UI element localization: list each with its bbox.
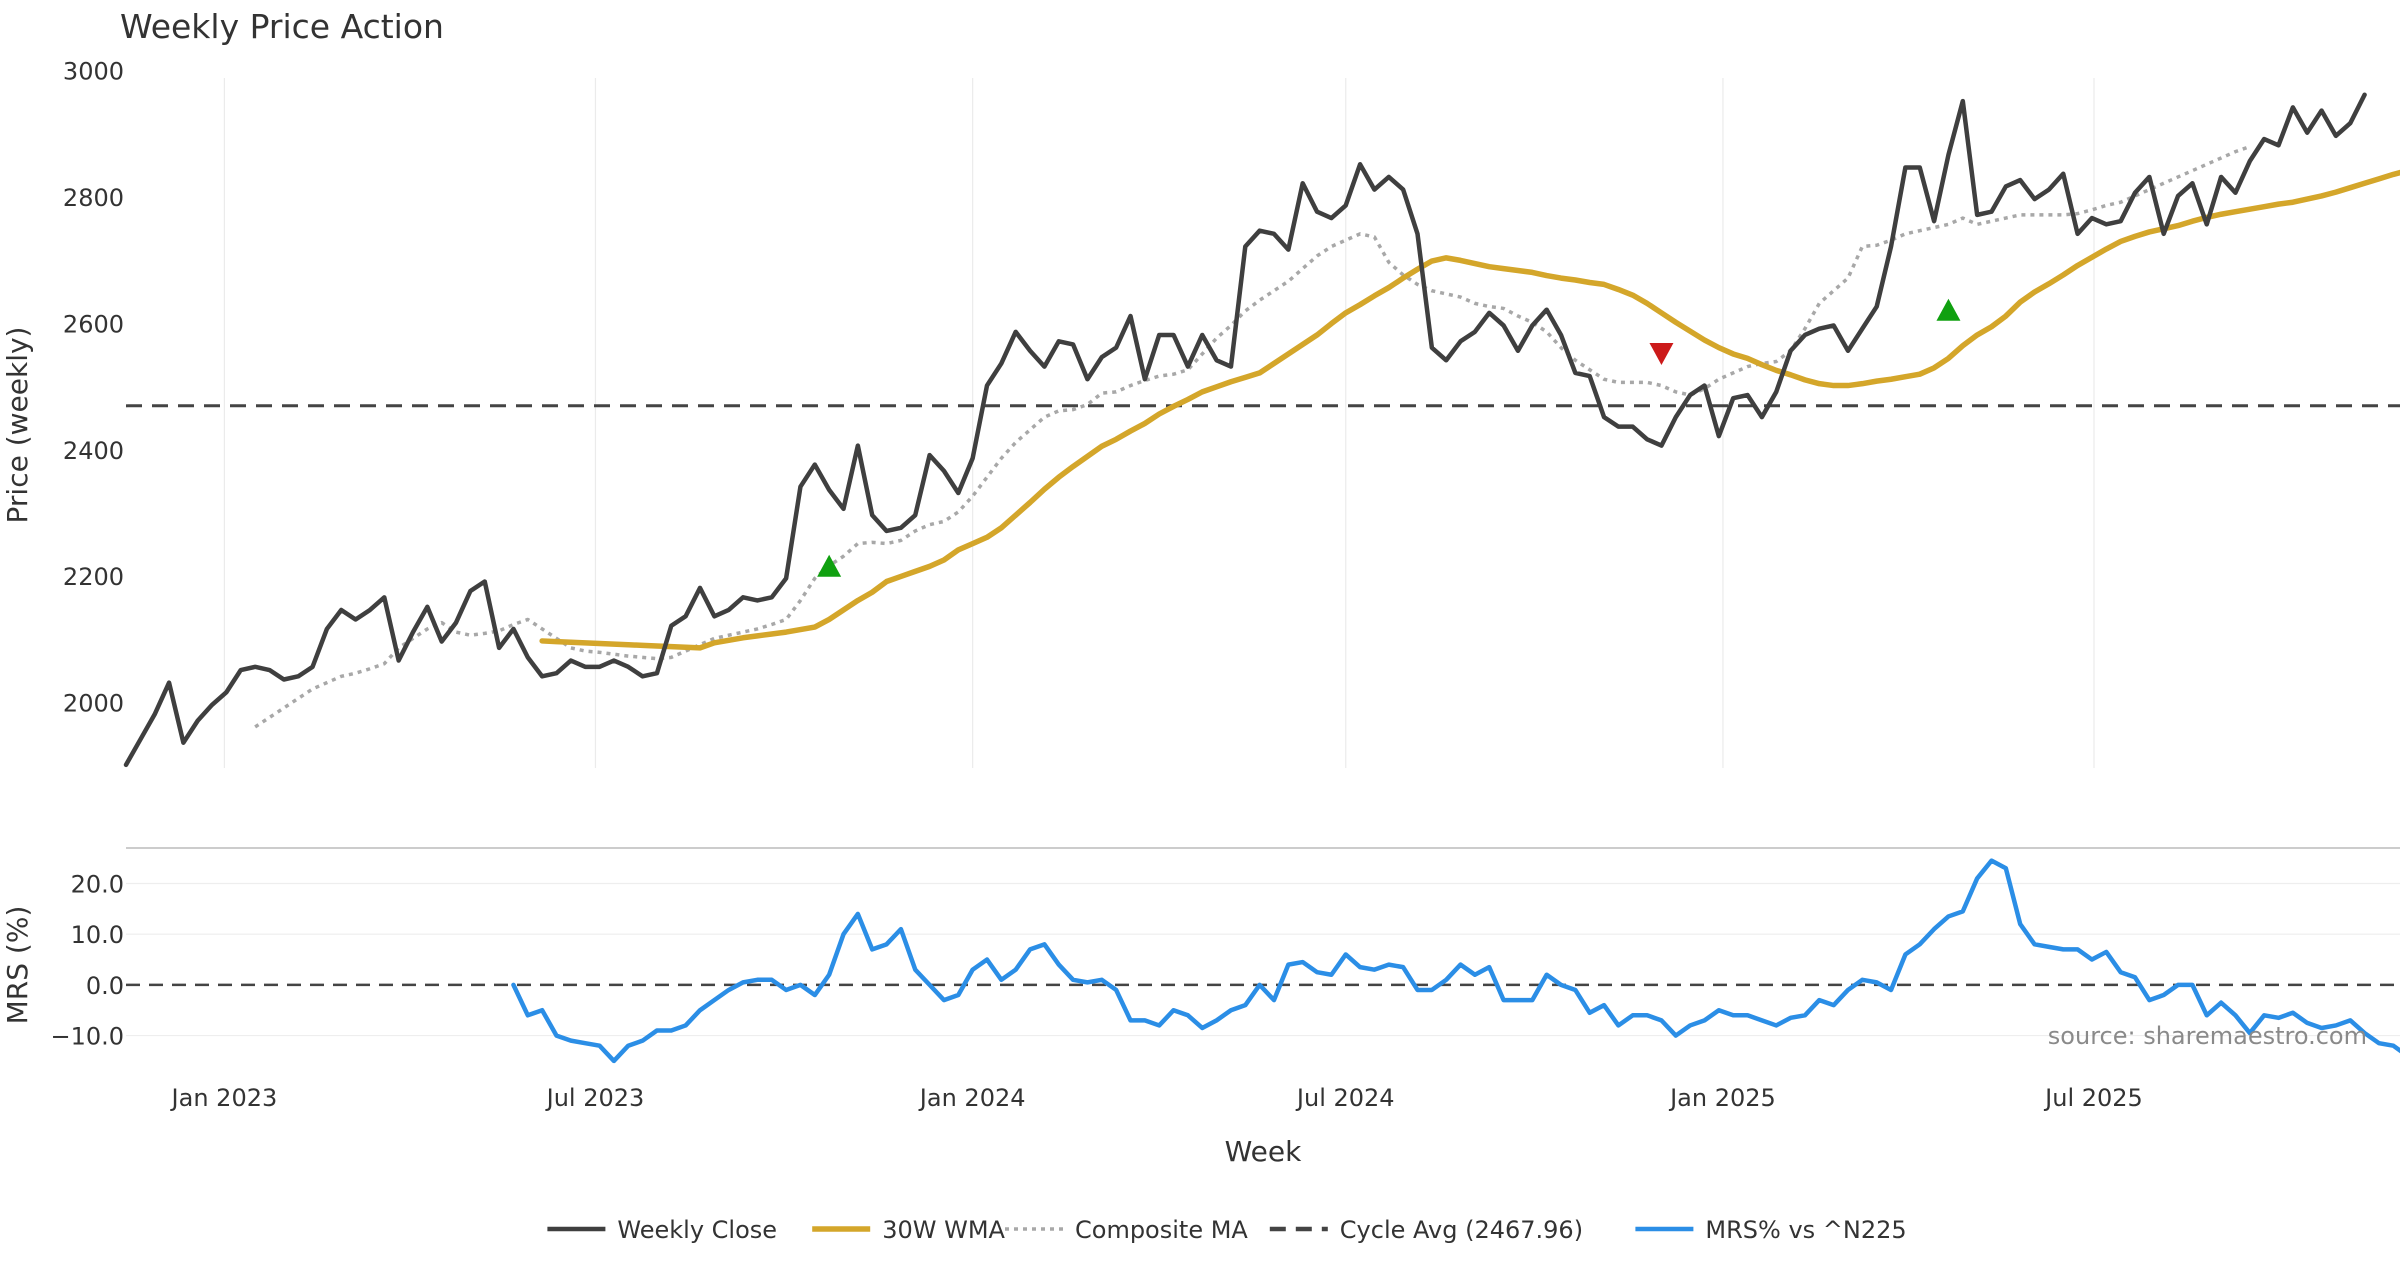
price-y-tick-label: 2400	[63, 437, 124, 465]
chart-title: Weekly Price Action	[120, 7, 444, 46]
mrs-y-tick-label: 10.0	[71, 921, 124, 949]
legend-label-mrs: MRS% vs ^N225	[1705, 1216, 1906, 1244]
mrs-y-tick-label: 0.0	[86, 972, 124, 1000]
source-note: source: sharemaestro.com	[2048, 1022, 2367, 1050]
mrs-y-tick-label: −10.0	[50, 1023, 124, 1051]
mrs-panel: −10.0 0.0 10.0 20.0 Jan 2023 Jul 2023 Jan 2024…	[50, 847, 2400, 1112]
x-tick-label: Jul 2024	[1295, 1084, 1395, 1112]
price-y-tick-label: 2600	[63, 310, 124, 338]
price-y-tick-label: 2000	[63, 690, 124, 718]
x-tick-label: Jul 2025	[2043, 1084, 2143, 1112]
price-y-axis-label: Price (weekly)	[1, 327, 34, 524]
legend: Weekly Close 30W WMA Composite MA Cycle Avg…	[547, 1216, 1907, 1244]
price-y-tick-label: 3000	[63, 57, 124, 85]
mrs-line	[511, 858, 2400, 1064]
legend-label-wma: 30W WMA	[882, 1216, 1005, 1244]
x-tick-label: Jan 2025	[1668, 1084, 1776, 1112]
price-y-tick-label: 2200	[63, 563, 124, 591]
price-panel: 2000 2200 2400 2600 2800 3000	[63, 57, 2400, 768]
x-tick-label: Jan 2024	[918, 1084, 1026, 1112]
legend-label-cycle: Cycle Avg (2467.96)	[1340, 1216, 1583, 1244]
x-axis-label: Week	[1225, 1135, 1302, 1168]
mrs-y-axis-label: MRS (%)	[1, 906, 34, 1025]
weekly-close-line	[123, 92, 2367, 768]
sell-signal-marker	[1649, 342, 1674, 365]
x-tick-label: Jan 2023	[170, 1084, 278, 1112]
buy-signal-marker	[817, 554, 842, 577]
legend-label-composite: Composite MA	[1075, 1216, 1248, 1244]
x-tick-label: Jul 2023	[545, 1084, 645, 1112]
buy-signal-marker	[1936, 298, 1961, 321]
price-y-tick-label: 2800	[63, 184, 124, 212]
mrs-y-tick-label: 20.0	[71, 870, 124, 898]
legend-label-weekly_close: Weekly Close	[617, 1216, 777, 1244]
wma-30w-line	[539, 169, 2400, 651]
